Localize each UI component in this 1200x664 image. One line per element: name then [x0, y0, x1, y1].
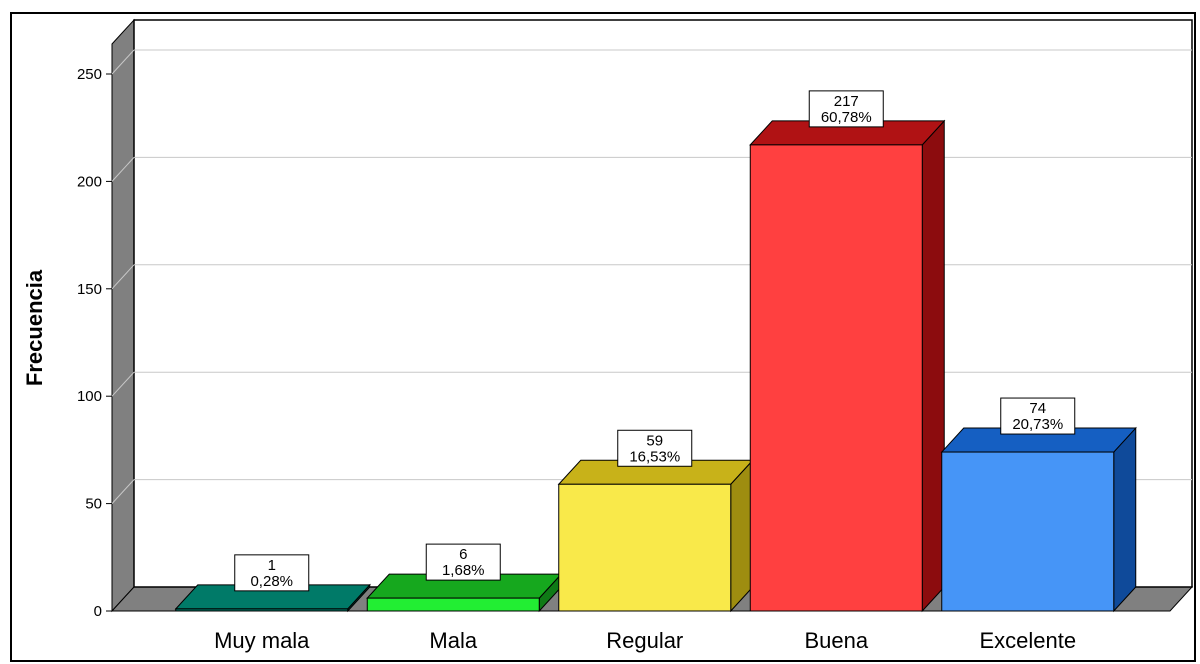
data-label-box	[234, 554, 310, 592]
data-label-value: 74	[1029, 400, 1046, 417]
data-label-value: 217	[834, 93, 859, 110]
y-tick-label: 0	[94, 603, 102, 620]
y-tick-label: 100	[77, 388, 102, 405]
data-label-percent: 20,73%	[1012, 416, 1063, 433]
data-label-percent: 0,28%	[250, 573, 293, 590]
data-label-box	[1000, 397, 1076, 435]
left-wall	[111, 18, 135, 613]
data-label-percent: 60,78%	[821, 109, 872, 126]
bar-side	[921, 119, 945, 613]
data-label-value: 59	[646, 432, 663, 449]
bar-front	[558, 483, 732, 612]
data-label-percent: 1,68%	[442, 562, 485, 579]
bar-side	[730, 458, 754, 613]
bar-front	[941, 451, 1115, 612]
gridline-diagonal	[111, 157, 135, 182]
y-tick-label: 150	[77, 281, 102, 298]
bar-front	[366, 597, 540, 612]
y-axis-ticks: 0 50 100 150 200 250	[77, 66, 112, 620]
x-category-label: Mala	[429, 628, 477, 653]
bar-muy-mala: 10,28%	[174, 554, 371, 613]
y-axis-title: Frecuencia	[22, 269, 47, 386]
x-axis-labels: Muy mala Mala Regular Buena Excelente	[214, 628, 1076, 653]
data-label-percent: 16,53%	[629, 448, 680, 465]
y-tick-label: 50	[85, 496, 102, 513]
gridline-diagonal	[111, 49, 135, 75]
data-label-box	[808, 90, 884, 128]
x-category-label: Buena	[804, 628, 868, 653]
gridline-diagonal	[111, 371, 135, 397]
data-label-box	[617, 429, 693, 467]
y-tick-label: 250	[77, 66, 102, 83]
x-category-label: Muy mala	[214, 628, 310, 653]
data-label-box	[425, 543, 501, 581]
bar-front	[749, 144, 923, 612]
bar-side	[1113, 426, 1137, 613]
gridline-diagonal	[111, 479, 135, 504]
x-category-label: Regular	[606, 628, 683, 653]
y-tick-label: 200	[77, 173, 102, 190]
x-category-label: Excelente	[979, 628, 1076, 653]
bar-front	[175, 608, 349, 612]
data-label-value: 6	[459, 546, 467, 563]
data-label-value: 1	[268, 557, 276, 574]
gridline-diagonal	[111, 264, 135, 290]
